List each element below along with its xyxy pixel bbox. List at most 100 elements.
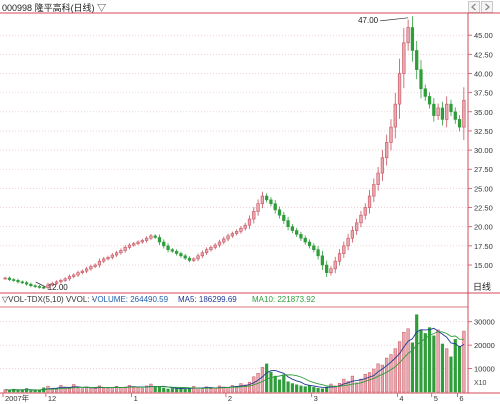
volume-bar	[29, 390, 33, 393]
period-dropdown[interactable]: ▽	[97, 3, 107, 13]
candle-body	[84, 268, 89, 272]
right-arrow-icon[interactable]	[481, 1, 493, 13]
volume-bar	[320, 388, 324, 393]
volume-bar-series	[3, 314, 466, 393]
left-arrow-icon[interactable]	[468, 1, 480, 13]
candle	[170, 248, 174, 253]
time-tick-label: 5	[434, 394, 438, 403]
low-leader-line	[35, 281, 46, 288]
volume-bar	[299, 385, 303, 393]
candle	[72, 273, 76, 279]
candle-body	[359, 214, 363, 224]
candle	[29, 282, 33, 288]
candle	[127, 243, 132, 250]
volume-bar	[243, 384, 247, 393]
candle	[37, 285, 42, 289]
price-tick-label: 30.00	[474, 146, 493, 155]
candle	[269, 197, 273, 207]
high-label: 47.00	[358, 16, 379, 25]
volume-unit-label: X10	[474, 380, 487, 387]
candle-body	[59, 280, 63, 283]
volume-bar	[393, 348, 397, 393]
candle-body	[153, 235, 157, 238]
candle	[166, 243, 170, 253]
volume-bar	[337, 383, 342, 393]
price-y-ticks: 15.00 17.50 20.00 22.50 25.00 27.50 30.00 32.50…	[468, 31, 493, 270]
candle	[389, 119, 393, 151]
volume-bar	[286, 381, 290, 393]
candle-body	[239, 227, 243, 232]
time-tick-label: 6	[459, 394, 463, 403]
volume-bar	[282, 374, 286, 393]
candle-body	[110, 254, 114, 258]
candle-body	[50, 283, 54, 286]
price-tick-label: 35.00	[474, 108, 493, 117]
candle	[7, 276, 12, 282]
candle-body	[363, 207, 367, 216]
volume-bar	[80, 388, 84, 393]
volume-bar	[445, 348, 449, 393]
volume-bar	[367, 372, 372, 393]
volume-bar	[453, 339, 457, 393]
candle-body	[136, 241, 140, 244]
candle	[449, 99, 453, 117]
candle	[54, 280, 59, 286]
volume-bar	[24, 388, 29, 393]
volume-bar	[329, 383, 333, 393]
candle-body	[406, 27, 410, 44]
price-tick-label: 27.50	[474, 165, 493, 174]
candle-body	[265, 195, 269, 201]
volume-bar	[115, 386, 119, 393]
candle	[144, 236, 149, 243]
candle-body	[67, 276, 72, 280]
volume-bar	[260, 367, 264, 393]
volume-bar	[316, 388, 320, 393]
price-tick-label: 20.00	[474, 223, 493, 232]
candle-body	[367, 195, 372, 208]
volume-bar	[307, 385, 312, 393]
candle-body	[273, 203, 277, 211]
volume-bar	[76, 388, 80, 393]
volume-bar	[436, 329, 440, 393]
candle-body	[76, 272, 80, 276]
candle	[84, 266, 89, 274]
price-tick-label: 32.50	[474, 127, 493, 136]
candle-body	[410, 27, 415, 51]
candle	[286, 216, 290, 231]
candle-body	[119, 250, 123, 254]
time-tick-label: 4	[399, 394, 403, 403]
candle	[252, 207, 256, 224]
time-tick-label: 2	[228, 394, 232, 403]
candle	[453, 107, 457, 124]
candle-body	[209, 247, 213, 250]
candle-body	[445, 103, 449, 120]
candle-body	[303, 237, 307, 243]
candle	[192, 257, 196, 263]
volume-grid	[0, 321, 468, 369]
candle	[295, 227, 299, 238]
candle	[432, 98, 436, 122]
candle-body	[200, 252, 204, 257]
candle-body	[166, 245, 170, 250]
candle	[342, 241, 346, 258]
candle	[457, 115, 462, 132]
candle-body	[179, 253, 183, 257]
volume-bar	[402, 332, 406, 393]
candle-body	[376, 172, 380, 185]
candle	[196, 253, 200, 262]
volume-bar	[192, 386, 196, 393]
volume-bar	[102, 387, 106, 393]
volume-bar	[183, 388, 187, 393]
candle	[329, 266, 333, 276]
candle-body	[355, 222, 359, 231]
candle	[385, 134, 389, 166]
candle	[209, 245, 213, 252]
candle-body	[423, 88, 427, 97]
candle-body	[325, 264, 329, 273]
candle-body	[389, 126, 393, 143]
candle-body	[89, 266, 93, 270]
candle-body	[102, 258, 106, 262]
period-label: 日线	[473, 281, 491, 292]
candle-body	[457, 119, 462, 128]
candle-body	[174, 250, 179, 254]
